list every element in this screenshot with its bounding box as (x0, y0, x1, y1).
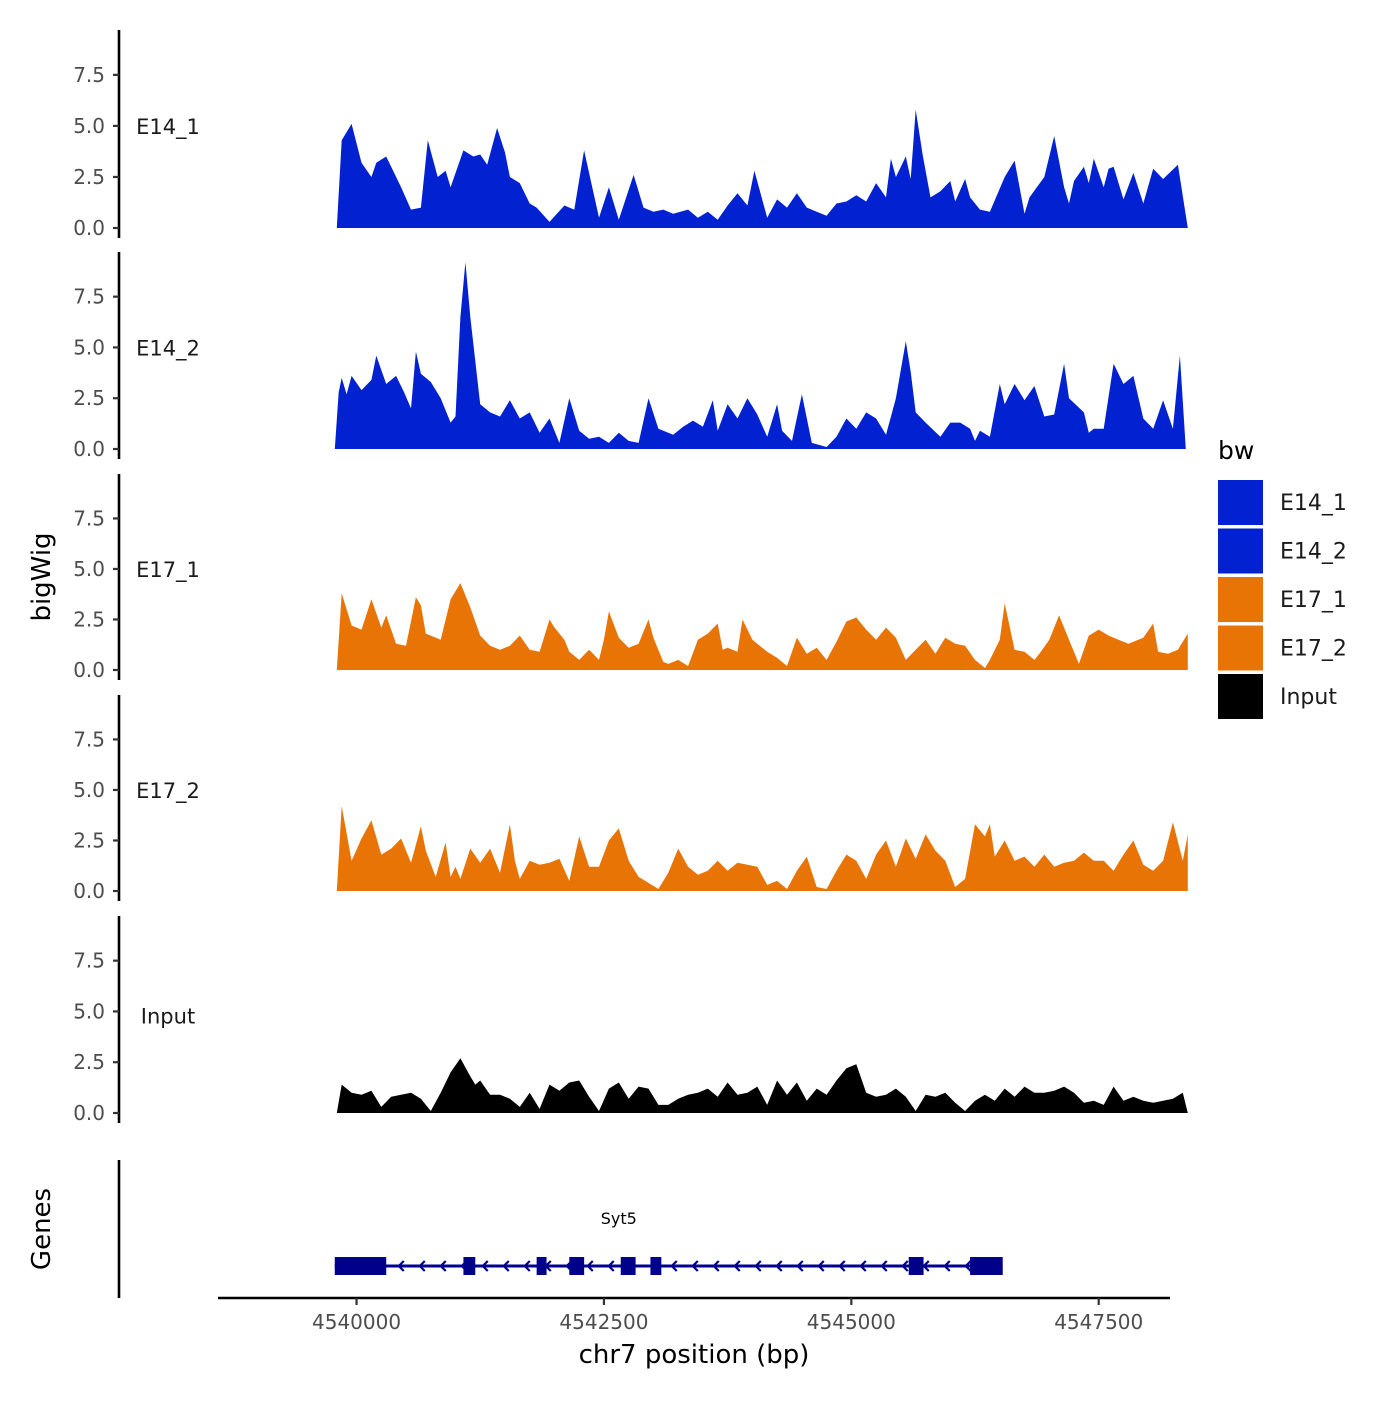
track-label-E14_2: E14_2 (136, 336, 200, 361)
genes-axis-title: Genes (27, 1188, 57, 1270)
track-label-E17_2: E17_2 (136, 779, 200, 804)
legend-title: bw (1218, 436, 1254, 465)
strand-arrow (523, 1260, 531, 1272)
track-E17_2: 0.0 2.5 5.0 7.5 E17_2 (73, 695, 1188, 903)
y-tick-label: 7.5 (73, 506, 105, 530)
legend-swatch-E17_1 (1218, 577, 1263, 622)
series-area-Input (336, 1058, 1188, 1113)
legend-label-E14_1: E14_1 (1280, 491, 1347, 516)
strand-arrow (670, 1260, 678, 1272)
gene-exon (463, 1257, 476, 1275)
y-tick-label: 5.0 (73, 335, 105, 359)
x-tick-label: 4545000 (807, 1310, 896, 1334)
gene-exon (650, 1257, 662, 1275)
strand-arrow (775, 1260, 783, 1272)
y-axis-title: bigWig (27, 532, 57, 621)
track-Input: 0.0 2.5 5.0 7.5 Input (73, 916, 1188, 1125)
y-tick-label: 5.0 (73, 114, 105, 138)
y-tick-label: 7.5 (73, 727, 105, 751)
legend-swatch-E14_1 (1218, 480, 1263, 525)
strand-arrow (796, 1260, 804, 1272)
strand-arrow (964, 1260, 972, 1272)
gene-exon (620, 1257, 636, 1275)
y-tick-label: 0.0 (73, 216, 105, 240)
strand-arrow (922, 1260, 930, 1272)
legend-swatch-Input (1218, 674, 1263, 719)
track-label-E17_1: E17_1 (136, 558, 200, 583)
series-area-E17_2 (336, 806, 1188, 891)
x-tick-label: 4540000 (312, 1310, 401, 1334)
strand-arrow (502, 1260, 510, 1272)
x-axis: 4540000 4542500 4545000 4547500 (218, 1296, 1170, 1334)
y-tick-label: 0.0 (73, 879, 105, 903)
y-tick-label: 2.5 (73, 607, 105, 631)
strand-arrow (880, 1260, 888, 1272)
y-tick-label: 2.5 (73, 386, 105, 410)
tracks-layer: 0.0 2.5 5.0 7.5 E14_1 0.0 2.5 5.0 7.5 E14_2 0.0 2.5… (73, 30, 1188, 1125)
strand-arrow (733, 1260, 741, 1272)
strand-arrow (838, 1260, 846, 1272)
series-area-E14_2 (334, 262, 1186, 449)
track-label-E14_1: E14_1 (136, 115, 200, 140)
strand-arrow (691, 1260, 699, 1272)
strand-arrow (712, 1260, 720, 1272)
strand-arrow (418, 1260, 426, 1272)
legend: bw E14_1 E14_2 E17_1 E17_2 Input (1218, 436, 1347, 719)
y-tick-label: 0.0 (73, 437, 105, 461)
y-tick-label: 2.5 (73, 165, 105, 189)
gene-exon (908, 1257, 924, 1275)
y-tick-label: 7.5 (73, 285, 105, 309)
gene-exon (334, 1257, 387, 1275)
x-tick-label: 4542500 (559, 1310, 648, 1334)
y-tick-label: 5.0 (73, 557, 105, 581)
y-tick-label: 5.0 (73, 999, 105, 1023)
strand-arrow (943, 1260, 951, 1272)
strand-arrow (481, 1260, 489, 1272)
track-E14_1: 0.0 2.5 5.0 7.5 E14_1 (73, 30, 1188, 240)
y-tick-label: 7.5 (73, 63, 105, 87)
strand-arrow (901, 1260, 909, 1272)
legend-label-E17_1: E17_1 (1280, 588, 1347, 613)
y-tick-label: 7.5 (73, 949, 105, 973)
gene-exon (970, 1257, 1003, 1275)
series-area-E14_1 (336, 109, 1188, 228)
gene-exon (569, 1257, 585, 1275)
strand-arrow (397, 1260, 405, 1272)
y-tick-label: 0.0 (73, 1101, 105, 1125)
gene-track: Syt5 (117, 1160, 1003, 1298)
legend-swatch-E14_2 (1218, 528, 1263, 574)
strand-arrow (859, 1260, 867, 1272)
x-tick-label: 4547500 (1054, 1310, 1143, 1334)
strand-arrow (817, 1260, 825, 1272)
strand-arrow (439, 1260, 447, 1272)
strand-arrow (586, 1260, 594, 1272)
x-axis-title: chr7 position (bp) (579, 1340, 810, 1370)
legend-label-E14_2: E14_2 (1280, 540, 1347, 565)
y-tick-label: 0.0 (73, 658, 105, 682)
track-label-Input: Input (141, 1005, 195, 1029)
gene-exon (536, 1257, 547, 1275)
legend-label-Input: Input (1280, 685, 1337, 710)
y-tick-label: 2.5 (73, 828, 105, 852)
gene-name-label: Syt5 (601, 1209, 637, 1228)
legend-label-E17_2: E17_2 (1280, 637, 1347, 662)
y-tick-label: 2.5 (73, 1050, 105, 1074)
track-E17_1: 0.0 2.5 5.0 7.5 E17_1 (73, 474, 1188, 682)
y-tick-label: 5.0 (73, 778, 105, 802)
legend-swatch-E17_2 (1218, 625, 1263, 671)
track-E14_2: 0.0 2.5 5.0 7.5 E14_2 (73, 252, 1186, 461)
series-area-E17_1 (336, 583, 1188, 670)
strand-arrow (754, 1260, 762, 1272)
strand-arrow (607, 1260, 615, 1272)
